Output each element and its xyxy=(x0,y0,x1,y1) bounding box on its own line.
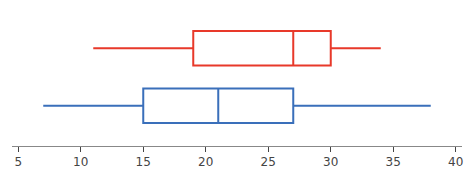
svg-text:40: 40 xyxy=(448,155,463,169)
svg-text:10: 10 xyxy=(73,155,88,169)
svg-text:15: 15 xyxy=(136,155,151,169)
svg-text:30: 30 xyxy=(323,155,338,169)
svg-text:35: 35 xyxy=(386,155,401,169)
svg-text:20: 20 xyxy=(198,155,213,169)
svg-text:5: 5 xyxy=(14,155,22,169)
svg-text:25: 25 xyxy=(261,155,276,169)
